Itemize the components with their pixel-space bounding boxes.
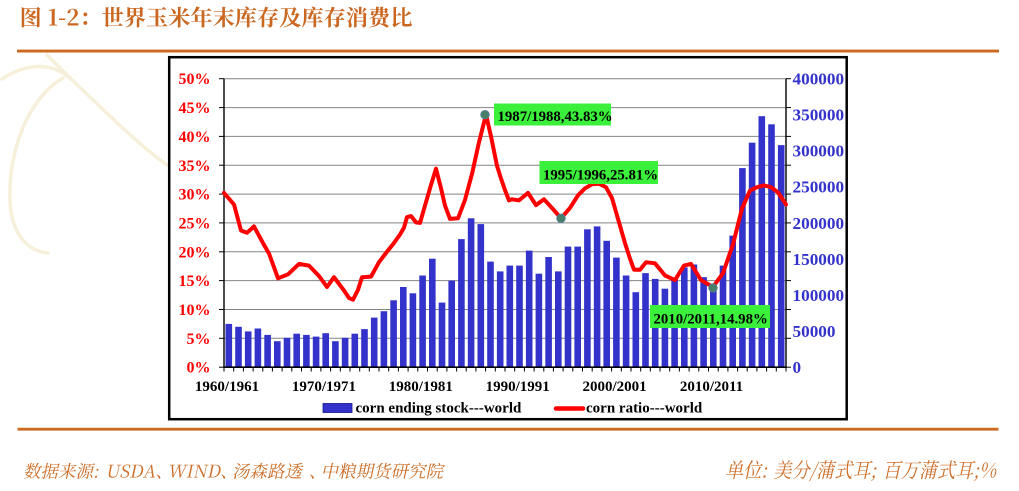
- svg-text:corn ending stock---world: corn ending stock---world: [356, 401, 522, 417]
- svg-text:0%: 0%: [187, 360, 211, 377]
- svg-text:50000: 50000: [793, 322, 836, 341]
- svg-text:50%: 50%: [179, 71, 211, 88]
- svg-text:45%: 45%: [179, 100, 211, 117]
- svg-text:1980/1981: 1980/1981: [389, 379, 453, 395]
- svg-text:100000: 100000: [793, 286, 845, 305]
- svg-text:200000: 200000: [793, 214, 845, 233]
- svg-text:30%: 30%: [179, 187, 211, 204]
- svg-text:10%: 10%: [179, 302, 211, 319]
- svg-text:1995/1996,25.81%: 1995/1996,25.81%: [543, 168, 658, 184]
- svg-text:1970/1971: 1970/1971: [292, 379, 356, 395]
- svg-text:400000: 400000: [793, 70, 845, 89]
- svg-text:1990/1991: 1990/1991: [486, 379, 550, 395]
- svg-text:2010/2011: 2010/2011: [680, 379, 743, 395]
- svg-text:150000: 150000: [793, 250, 845, 269]
- svg-text:1987/1988,43.83%: 1987/1988,43.83%: [498, 109, 613, 125]
- svg-text:300000: 300000: [793, 142, 845, 161]
- svg-text:25%: 25%: [179, 215, 211, 232]
- svg-text:1960/1961: 1960/1961: [195, 379, 259, 395]
- svg-text:0: 0: [793, 358, 802, 377]
- svg-text:corn ratio---world: corn ratio---world: [586, 401, 703, 417]
- svg-text:20%: 20%: [179, 244, 211, 261]
- svg-text:15%: 15%: [179, 273, 211, 290]
- svg-text:35%: 35%: [179, 158, 211, 175]
- svg-text:350000: 350000: [793, 106, 845, 125]
- svg-text:2000/2001: 2000/2001: [583, 379, 647, 395]
- svg-text:2010/2011,14.98%: 2010/2011,14.98%: [654, 312, 768, 328]
- svg-text:40%: 40%: [179, 129, 211, 146]
- svg-text:250000: 250000: [793, 178, 845, 197]
- svg-text:5%: 5%: [187, 331, 211, 348]
